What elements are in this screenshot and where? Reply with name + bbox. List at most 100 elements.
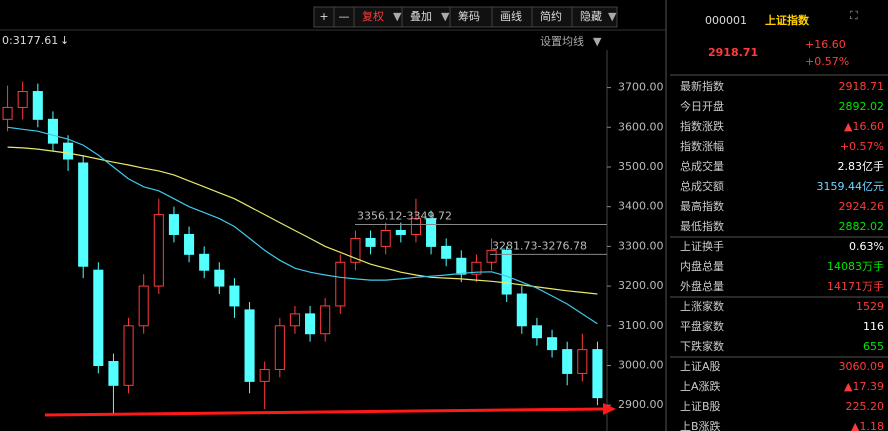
candle-body [289, 313, 300, 327]
candle-body [592, 349, 603, 399]
row-label: 上证换手 [680, 239, 724, 253]
row-label: 平盘家数 [680, 319, 724, 333]
annotation-label: 3356.12-3349.72 [357, 210, 452, 223]
y-tick-label: 3700.00 [618, 81, 664, 94]
dropdown-icon: ▼ [608, 10, 617, 23]
row-label: 最低指数 [680, 219, 724, 233]
row-value: 2924.26 [839, 200, 885, 213]
candle-body [380, 230, 391, 247]
candle-body [138, 285, 149, 327]
candle-body [547, 337, 558, 351]
row-value: 1529 [856, 300, 884, 313]
row-value: 116 [863, 320, 884, 333]
dropdown-icon: ▼ [393, 10, 402, 23]
row-value: 14083万手 [827, 259, 884, 273]
row-value: 225.20 [846, 400, 885, 413]
candle-body [501, 249, 512, 295]
candle-body [32, 91, 43, 120]
dropdown-icon: ▼ [441, 10, 450, 23]
row-value: 655 [863, 340, 884, 353]
candle-body [214, 269, 225, 287]
row-value: 3159.44亿元 [817, 180, 885, 193]
candle-body [562, 349, 573, 374]
candle-body [441, 245, 452, 259]
row-label: 上证B股 [680, 400, 721, 413]
row-label: 上证A股 [680, 360, 721, 373]
candle-body [456, 257, 467, 275]
candle-body [320, 305, 331, 335]
row-value: 0.63% [849, 240, 884, 253]
price: 2918.71 [708, 46, 758, 59]
row-label: 上B涨跌 [680, 419, 721, 431]
dropdown-icon: ▼ [593, 35, 602, 48]
toolbar-label[interactable]: + [319, 10, 328, 23]
ma-line [7, 126, 598, 325]
fullscreen-icon[interactable]: ⛶ [850, 9, 858, 22]
change: +16.60 [805, 38, 846, 51]
toolbar-label[interactable]: 叠加 [410, 10, 432, 23]
candle-body [47, 118, 58, 144]
row-label: 最高指数 [680, 199, 724, 213]
candle-body [108, 361, 119, 386]
candle-body [471, 261, 482, 275]
row-value: 2892.02 [839, 100, 885, 113]
candle-body [486, 249, 497, 263]
row-value: 2918.71 [839, 80, 885, 93]
y-tick-label: 3300.00 [618, 239, 664, 252]
candle-body [153, 214, 164, 287]
row-label: 指数涨幅 [680, 139, 724, 153]
row-value: 2882.02 [839, 220, 885, 233]
candle-body [350, 237, 361, 263]
row-label: 上涨家数 [680, 299, 724, 313]
candle-body [244, 309, 255, 382]
candle-body [93, 269, 104, 366]
toolbar-label[interactable]: 简约 [540, 9, 562, 23]
toolbar-label[interactable]: 筹码 [458, 9, 480, 23]
candle-body [168, 214, 179, 235]
candle-body [531, 325, 542, 339]
row-value: ▲17.39 [844, 380, 884, 393]
row-value: 3060.09 [839, 360, 885, 373]
annotation-label: 3281.73-3276.78 [492, 239, 587, 252]
red-arrow [44, 407, 606, 417]
row-value: ▲1.18 [851, 420, 884, 431]
row-label: 总成交量 [680, 159, 724, 173]
row-label: 指数涨跌 [680, 119, 724, 133]
ma-setting[interactable]: 设置均线 [540, 34, 584, 48]
change-pct: +0.57% [805, 55, 849, 68]
candle-body [184, 233, 195, 255]
candle-body [516, 293, 527, 327]
row-value: 14171万手 [827, 279, 884, 293]
row-label: 下跌家数 [680, 339, 724, 353]
toolbar-label[interactable]: — [339, 10, 350, 23]
row-label: 总成交额 [680, 179, 724, 193]
y-tick-label: 3100.00 [618, 319, 664, 332]
toolbar-button[interactable] [571, 6, 618, 28]
row-value: ▲16.60 [844, 120, 884, 133]
y-tick-label: 3200.00 [618, 279, 664, 292]
row-label: 外盘总量 [680, 279, 724, 293]
toolbar-label[interactable]: 复权 [362, 9, 384, 23]
red-arrowhead [603, 403, 616, 415]
candle-body [395, 230, 406, 235]
y-tick-label: 3400.00 [618, 200, 664, 213]
candle-body [229, 285, 240, 307]
row-label: 上A涨跌 [680, 379, 721, 393]
candle-body [365, 237, 376, 247]
toolbar-label[interactable]: 画线 [500, 9, 522, 23]
ma-header: 0:3177.61 [2, 34, 58, 47]
toolbar-label[interactable]: 隐藏 [580, 10, 602, 23]
row-label: 最新指数 [680, 79, 724, 93]
row-value: 2.83亿手 [838, 159, 885, 173]
row-label: 今日开盘 [680, 99, 724, 113]
candle-body [426, 218, 437, 247]
candle-body [199, 253, 210, 271]
row-value: +0.57% [840, 140, 884, 153]
candle-body [577, 349, 588, 374]
code: 000001 [705, 14, 747, 27]
y-tick-label: 2900.00 [618, 398, 664, 411]
arrow-icon: ↓ [60, 34, 69, 47]
